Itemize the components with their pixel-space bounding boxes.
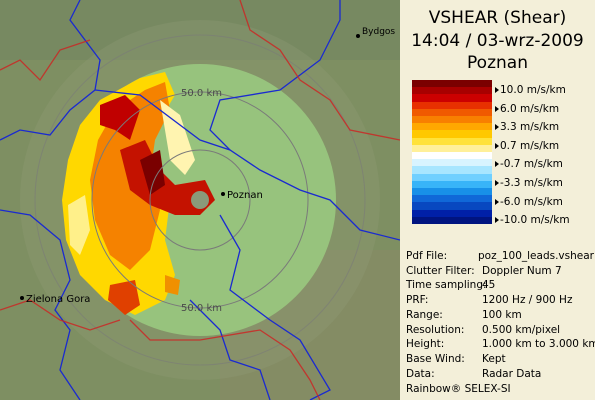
datetime: 14:04 / 03-wrz-2009 (411, 31, 584, 51)
info-value: 45 (482, 279, 496, 292)
legend-swatch (412, 101, 492, 109)
info-value: Doppler Num 7 (482, 264, 562, 277)
info-key: PRF: (406, 294, 429, 307)
legend-tick-icon (495, 87, 499, 93)
legend-tick-icon (495, 198, 499, 205)
city-dot-poznan (221, 192, 225, 196)
range-ring-label-bottom: 50.0 km (181, 303, 222, 314)
legend-swatch (412, 159, 492, 167)
legend-swatch (412, 116, 492, 124)
info-key: Pdf File: (406, 250, 448, 262)
radar-center (191, 191, 209, 209)
info-key: Resolution: (406, 323, 465, 336)
legend-label: 6.0 m/s/km (500, 102, 560, 115)
legend-tick-icon (495, 105, 499, 112)
legend-swatch (412, 80, 492, 88)
legend-tick-icon (495, 180, 499, 186)
legend-swatch (412, 195, 492, 203)
range-ring-label-top: 50.0 km (181, 88, 222, 99)
legend-swatch (412, 152, 492, 160)
info-value: 1.000 km to 3.000 km (482, 338, 595, 351)
legend-tick-icon (495, 142, 499, 149)
legend-swatch (412, 108, 492, 116)
info-key: Range: (406, 308, 443, 321)
legend-swatch (412, 94, 492, 102)
info-key: Base Wind: (406, 352, 465, 365)
city-dot-bydgos (356, 34, 360, 38)
legend-swatch (412, 209, 492, 217)
info-value: 1200 Hz / 900 Hz (482, 294, 573, 307)
city-dot-zielona-gora (20, 296, 24, 300)
legend-swatch (412, 166, 492, 174)
legend-panel: VSHEAR (Shear) 14:04 / 03-wrz-2009 Pozna… (400, 0, 595, 400)
footer-credit: Rainbow® SELEX-SI (406, 383, 511, 395)
range-ring-mid (91, 91, 309, 309)
site-name: Poznan (467, 53, 528, 73)
info-value: poz_100_leads.vshear (478, 250, 594, 262)
info-value: 0.500 km/pixel (482, 323, 561, 336)
legend-swatch (412, 202, 492, 210)
legend-swatch (412, 216, 492, 224)
legend-tick-icon (495, 161, 499, 168)
borders (0, 0, 400, 400)
city-label-zielona-gora: Zielona Gora (26, 294, 90, 305)
legend-swatch (412, 87, 492, 95)
legend-tick-icon (495, 217, 499, 224)
legend-swatch (412, 130, 492, 138)
legend-label: 10.0 m/s/km (500, 84, 566, 96)
echo-field (62, 72, 215, 315)
legend-swatch (412, 173, 492, 181)
info-value: Radar Data (482, 367, 542, 380)
range-ring-outer (34, 34, 366, 366)
legend-label: -3.3 m/s/km (500, 177, 563, 189)
info-value: 100 km (482, 308, 522, 321)
legend-swatch (412, 137, 492, 145)
legend-label: -0.7 m/s/km (500, 158, 563, 171)
legend-swatch (412, 188, 492, 196)
radar-map: Poznan Zielona Gora Bydgos 50.0 km 50.0 … (0, 0, 400, 400)
legend-swatch (412, 144, 492, 152)
range-ring-inner (149, 149, 251, 251)
product-title: VSHEAR (Shear) (428, 8, 567, 28)
info-value: Kept (482, 352, 506, 365)
legend-swatch (412, 180, 492, 188)
info-key: Time sampling: (406, 279, 487, 292)
legend-label: 3.3 m/s/km (500, 121, 560, 134)
legend-label: -10.0 m/s/km (500, 214, 570, 227)
legend-tick-icon (495, 124, 499, 131)
info-key: Data: (406, 367, 435, 380)
legend-label: -6.0 m/s/km (500, 195, 563, 208)
legend-label: 0.7 m/s/km (500, 139, 560, 152)
legend-swatch (412, 123, 492, 131)
info-key: Clutter Filter: (406, 264, 475, 277)
city-label-poznan: Poznan (227, 190, 263, 201)
city-label-bydgos: Bydgos (362, 27, 395, 37)
info-key: Height: (406, 338, 445, 351)
